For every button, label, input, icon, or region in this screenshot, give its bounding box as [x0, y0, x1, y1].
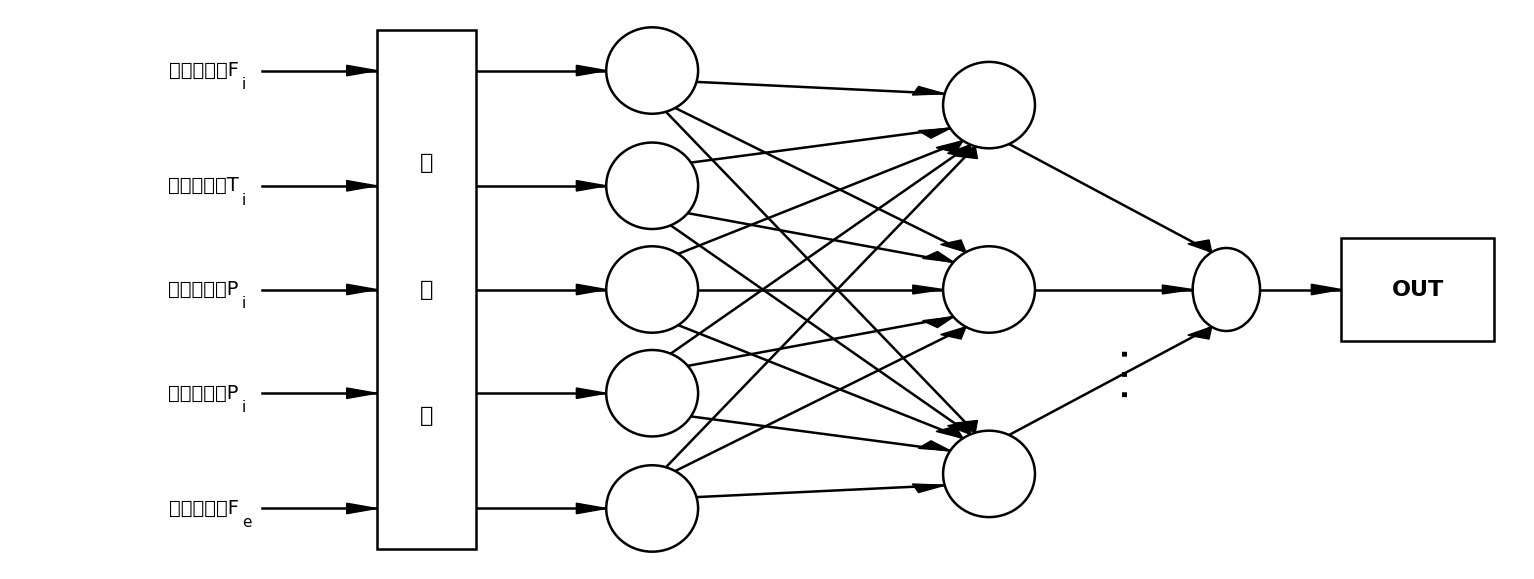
Polygon shape: [948, 145, 971, 157]
Polygon shape: [919, 441, 950, 450]
Polygon shape: [922, 317, 954, 328]
Text: · · ·: · · ·: [1112, 347, 1141, 398]
Text: i: i: [242, 78, 245, 93]
Polygon shape: [940, 327, 966, 339]
Text: 进汽压力，P: 进汽压力，P: [169, 280, 239, 299]
Ellipse shape: [943, 431, 1035, 517]
Polygon shape: [913, 86, 945, 95]
Ellipse shape: [606, 466, 698, 552]
Ellipse shape: [606, 350, 698, 437]
Text: i: i: [242, 296, 245, 312]
Polygon shape: [347, 388, 376, 398]
Polygon shape: [936, 426, 963, 438]
Polygon shape: [577, 388, 606, 398]
Polygon shape: [913, 484, 945, 493]
Text: e: e: [242, 515, 252, 530]
Polygon shape: [347, 503, 376, 514]
Polygon shape: [347, 65, 376, 76]
Polygon shape: [1187, 327, 1212, 339]
Text: 进汽温度，T: 进汽温度，T: [169, 176, 239, 195]
Ellipse shape: [943, 62, 1035, 148]
Polygon shape: [347, 181, 376, 191]
Polygon shape: [1312, 284, 1341, 295]
Text: 抽汽流量，F: 抽汽流量，F: [169, 499, 239, 518]
Polygon shape: [940, 240, 966, 252]
Ellipse shape: [943, 246, 1035, 333]
Polygon shape: [956, 146, 977, 159]
Ellipse shape: [606, 246, 698, 333]
Bar: [1341, 237, 1494, 342]
Polygon shape: [577, 503, 606, 514]
Text: OUT: OUT: [1391, 280, 1443, 299]
Polygon shape: [948, 422, 971, 434]
Bar: [376, 30, 476, 549]
Ellipse shape: [606, 142, 698, 229]
Text: 化: 化: [420, 406, 433, 426]
Text: i: i: [242, 400, 245, 415]
Polygon shape: [577, 284, 606, 295]
Ellipse shape: [606, 27, 698, 113]
Polygon shape: [922, 251, 954, 262]
Polygon shape: [936, 141, 963, 153]
Polygon shape: [1163, 285, 1192, 294]
Polygon shape: [577, 65, 606, 76]
Text: i: i: [242, 193, 245, 208]
Text: 进汽流量，F: 进汽流量，F: [169, 61, 239, 80]
Ellipse shape: [1192, 248, 1259, 331]
Polygon shape: [919, 129, 950, 138]
Text: 一: 一: [420, 280, 433, 299]
Polygon shape: [913, 285, 943, 294]
Polygon shape: [1187, 240, 1212, 252]
Text: 抽汽温度，P: 抽汽温度，P: [169, 384, 239, 403]
Text: 归: 归: [420, 153, 433, 173]
Polygon shape: [577, 181, 606, 191]
Polygon shape: [347, 284, 376, 295]
Polygon shape: [956, 420, 977, 433]
